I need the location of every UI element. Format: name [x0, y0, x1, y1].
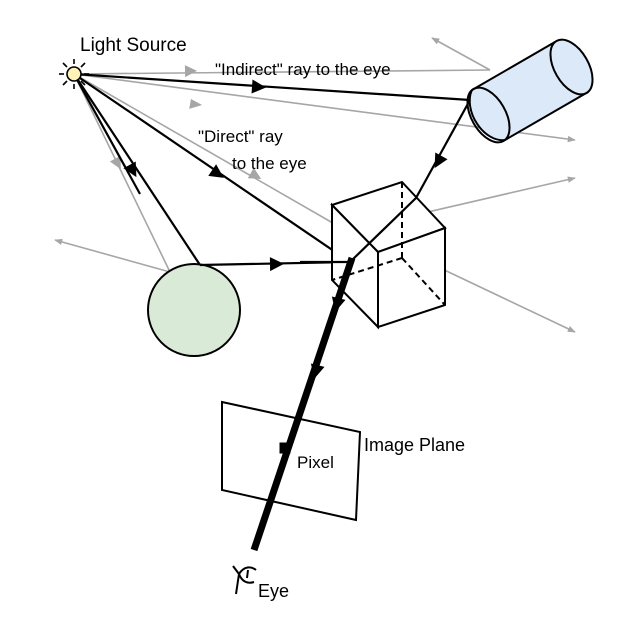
pixel-label: Pixel [297, 453, 334, 472]
eye-ray [250, 256, 356, 552]
rays-to-hit-point [300, 197, 417, 264]
indirect-ray-light-to-cylinder [73, 72, 471, 102]
cylinder-object [466, 38, 594, 144]
sun-icon [59, 59, 89, 89]
gray-ray-cylinder-up [431, 37, 491, 71]
cube-object [330, 180, 447, 330]
direct-ray-light-to-cube [73, 73, 351, 263]
gray-ray-sphere-left [54, 238, 171, 273]
gray-ray-light-to-cylinder-top [73, 69, 491, 75]
image-plane [221, 400, 362, 522]
image-plane-label: Image Plane [364, 435, 465, 455]
ray-light-to-sphere-b [73, 73, 201, 266]
eye-icon [232, 565, 257, 595]
indirect-ray-cylinder-to-cube [415, 99, 471, 199]
indirect-ray-label: "Indirect" ray to the eye [215, 60, 391, 79]
light-source-label: Light Source [80, 35, 187, 56]
pixel-marker [279, 442, 291, 454]
direct-ray-label-line2: to the eye [232, 154, 307, 173]
gray-ray-light-to-cube [73, 73, 346, 231]
ray-light-to-sphere-a [73, 73, 141, 195]
direct-ray-label-line1: "Direct" ray [198, 127, 283, 146]
gray-ray-light-to-sphere [73, 73, 171, 273]
sphere-object [147, 263, 241, 357]
eye-label: Eye [258, 581, 289, 601]
